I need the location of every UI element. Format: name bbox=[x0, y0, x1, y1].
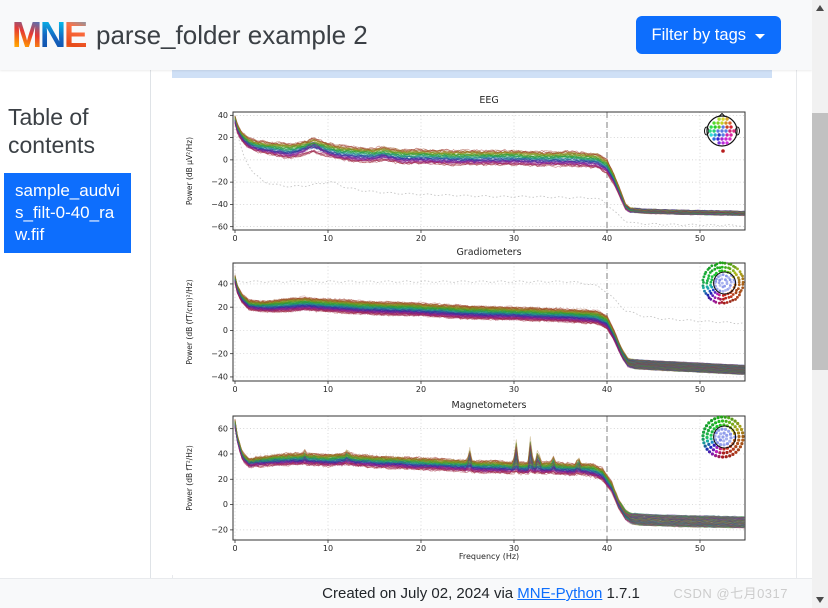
svg-text:−20: −20 bbox=[211, 178, 228, 187]
svg-text:50: 50 bbox=[695, 234, 705, 243]
svg-text:Frequency (Hz): Frequency (Hz) bbox=[459, 552, 519, 561]
svg-text:0: 0 bbox=[232, 385, 237, 394]
chevron-down-icon bbox=[755, 33, 765, 39]
svg-text:Power (dB (fT/cm)²/Hz): Power (dB (fT/cm)²/Hz) bbox=[185, 279, 194, 364]
svg-text:20: 20 bbox=[218, 303, 228, 312]
svg-text:20: 20 bbox=[416, 385, 426, 394]
svg-text:40: 40 bbox=[218, 280, 228, 289]
svg-text:20: 20 bbox=[218, 133, 228, 142]
svg-text:10: 10 bbox=[323, 544, 333, 553]
svg-text:−20: −20 bbox=[211, 349, 228, 358]
svg-text:60: 60 bbox=[218, 424, 228, 433]
triangle-down-icon bbox=[816, 597, 824, 603]
svg-text:10: 10 bbox=[323, 234, 333, 243]
svg-text:−60: −60 bbox=[211, 222, 228, 231]
svg-text:0: 0 bbox=[223, 326, 228, 335]
svg-text:−40: −40 bbox=[211, 200, 228, 209]
filter-by-tags-label: Filter by tags bbox=[651, 25, 746, 44]
svg-text:30: 30 bbox=[509, 234, 519, 243]
mne-python-link[interactable]: MNE-Python bbox=[517, 585, 603, 602]
page-scrollbar[interactable] bbox=[812, 0, 828, 608]
sidebar: Table of contents sample_audvis_filt-0-4… bbox=[0, 70, 150, 578]
svg-text:Gradiometers: Gradiometers bbox=[456, 247, 521, 258]
svg-text:40: 40 bbox=[602, 234, 612, 243]
svg-text:50: 50 bbox=[695, 544, 705, 553]
svg-text:20: 20 bbox=[416, 234, 426, 243]
mne-logo: MNE bbox=[12, 14, 88, 55]
sensor-inset-eeg bbox=[704, 112, 740, 153]
svg-text:40: 40 bbox=[218, 111, 228, 120]
svg-text:−40: −40 bbox=[211, 373, 228, 382]
footer-created-on: Created on July 02, 2024 via bbox=[322, 585, 518, 602]
psd-figure[interactable]: 0 10 20 30 40 50 40 20 0 −20 −40 −60 EEG Power (dB µV… bbox=[172, 70, 772, 575]
svg-text:Magnetometers: Magnetometers bbox=[452, 400, 527, 411]
svg-text:Power (dB fT²/Hz): Power (dB fT²/Hz) bbox=[185, 445, 194, 511]
logo-letter-n: N bbox=[40, 14, 66, 55]
svg-text:20: 20 bbox=[416, 544, 426, 553]
scroll-down-arrow[interactable] bbox=[812, 592, 828, 608]
footer-version: 1.7.1 bbox=[602, 585, 640, 602]
toc-item-sample-audvis[interactable]: sample_audvis_filt-0-40_raw.fif bbox=[4, 173, 131, 254]
svg-text:0: 0 bbox=[223, 155, 228, 164]
sensor-inset-meg-grad bbox=[701, 261, 745, 305]
svg-text:40: 40 bbox=[602, 544, 612, 553]
scroll-up-arrow[interactable] bbox=[812, 0, 828, 16]
sidebar-divider bbox=[150, 70, 151, 578]
svg-text:0: 0 bbox=[232, 544, 237, 553]
svg-text:30: 30 bbox=[509, 385, 519, 394]
logo-letter-e: E bbox=[64, 14, 88, 55]
header: MNE parse_folder example 2 Filter by tag… bbox=[0, 0, 812, 70]
scrollbar-thumb[interactable] bbox=[812, 113, 828, 370]
svg-text:Power (dB µV²/Hz): Power (dB µV²/Hz) bbox=[185, 137, 194, 205]
svg-text:40: 40 bbox=[218, 450, 228, 459]
section-border-right bbox=[796, 70, 797, 578]
footer: Created on July 02, 2024 via MNE-Python … bbox=[0, 578, 812, 608]
footer-text: Created on July 02, 2024 via MNE-Python … bbox=[150, 579, 812, 608]
svg-text:50: 50 bbox=[695, 385, 705, 394]
svg-text:10: 10 bbox=[323, 385, 333, 394]
svg-text:−20: −20 bbox=[211, 525, 228, 534]
toc-heading: Table of contents bbox=[8, 104, 95, 158]
csdn-watermark: CSDN @七月0317 bbox=[673, 586, 788, 601]
svg-text:0: 0 bbox=[232, 234, 237, 243]
triangle-up-icon bbox=[816, 5, 824, 11]
sensor-inset-meg-mag bbox=[701, 415, 745, 459]
svg-text:20: 20 bbox=[218, 475, 228, 484]
svg-text:EEG: EEG bbox=[479, 95, 498, 106]
filter-by-tags-button[interactable]: Filter by tags bbox=[635, 16, 781, 54]
logo-letter-m: M bbox=[12, 14, 42, 55]
svg-text:30: 30 bbox=[509, 544, 519, 553]
page-title: parse_folder example 2 bbox=[96, 19, 368, 50]
svg-text:40: 40 bbox=[602, 385, 612, 394]
svg-text:0: 0 bbox=[223, 500, 228, 509]
